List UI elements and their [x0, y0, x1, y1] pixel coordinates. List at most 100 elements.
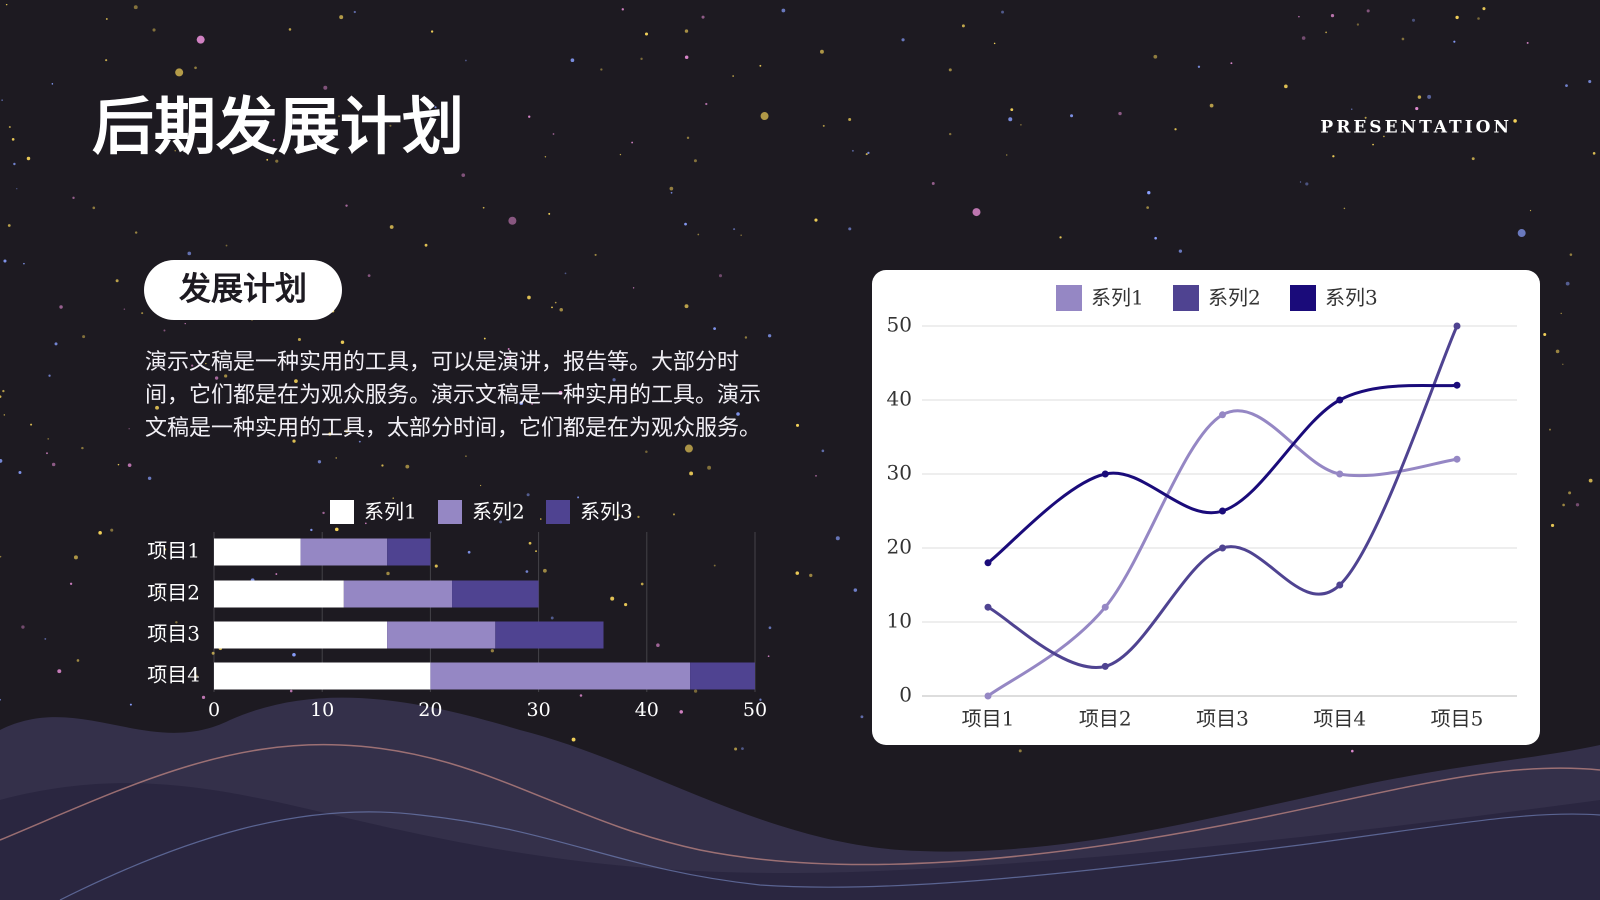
star — [339, 15, 344, 20]
star — [594, 253, 597, 256]
star — [1305, 182, 1309, 186]
star — [1001, 10, 1004, 14]
line-series — [987, 325, 1459, 669]
star — [0, 555, 2, 558]
star — [1330, 13, 1335, 18]
star — [1154, 236, 1157, 240]
star — [1529, 209, 1532, 212]
star — [508, 216, 517, 225]
star — [1006, 154, 1008, 156]
body-text: 演示文稿是一种实用的工具，可以是演讲，报告等。大部分时间，它们都是在为观众服务。… — [145, 350, 762, 441]
bar — [214, 662, 431, 690]
star — [759, 64, 762, 67]
star — [57, 669, 62, 674]
star — [733, 228, 736, 231]
star — [1562, 503, 1565, 507]
star — [679, 710, 683, 714]
star — [211, 651, 215, 655]
star — [340, 340, 345, 344]
star — [1010, 108, 1014, 112]
star — [767, 655, 770, 658]
point — [1336, 396, 1344, 404]
star — [465, 455, 467, 457]
point — [1219, 507, 1226, 515]
star — [865, 153, 868, 156]
star — [289, 689, 293, 693]
star — [1364, 116, 1367, 119]
y-tick-label: 50 — [887, 313, 912, 337]
star — [656, 643, 660, 647]
star — [781, 8, 786, 13]
star — [245, 386, 248, 389]
star — [173, 117, 176, 119]
star — [640, 57, 643, 61]
bar — [214, 538, 301, 566]
legend-swatch — [546, 500, 570, 524]
star — [134, 231, 138, 234]
star — [554, 301, 557, 304]
star — [820, 49, 824, 54]
star — [1453, 40, 1456, 43]
star — [434, 564, 438, 568]
star — [624, 603, 628, 607]
chart-panel — [872, 270, 1540, 745]
star — [1549, 428, 1551, 431]
star — [8, 125, 11, 129]
star — [2, 389, 5, 393]
star — [175, 621, 178, 624]
legend-swatch — [438, 500, 462, 524]
star — [16, 188, 18, 190]
star — [1471, 157, 1475, 161]
point — [1453, 322, 1461, 330]
star — [294, 379, 298, 383]
star — [718, 274, 723, 278]
star — [693, 159, 697, 163]
star — [559, 308, 563, 312]
star — [931, 182, 935, 185]
star — [1592, 152, 1596, 155]
star — [867, 151, 870, 154]
star — [814, 218, 818, 222]
wave — [0, 783, 1600, 900]
star — [23, 262, 25, 265]
x-tick-label: 30 — [527, 699, 551, 721]
star — [640, 582, 644, 586]
star — [105, 59, 108, 62]
star — [526, 493, 530, 497]
bar — [495, 621, 604, 649]
star — [1350, 108, 1353, 110]
star — [851, 149, 854, 152]
star — [550, 616, 554, 620]
star — [740, 234, 742, 236]
star — [196, 35, 205, 44]
star — [345, 204, 348, 207]
x-tick-label: 20 — [418, 699, 442, 721]
star — [110, 528, 114, 532]
star — [141, 312, 144, 315]
bar — [387, 621, 496, 649]
star — [809, 573, 813, 578]
star — [815, 474, 817, 477]
star — [684, 29, 689, 33]
star — [3, 259, 7, 263]
star — [21, 625, 25, 629]
star — [367, 274, 371, 278]
star — [272, 139, 275, 142]
star — [1401, 37, 1405, 41]
star — [741, 747, 744, 750]
star — [133, 5, 138, 10]
star — [564, 272, 567, 275]
star — [860, 715, 864, 719]
star — [11, 138, 15, 141]
star — [835, 536, 840, 541]
star — [127, 463, 132, 467]
star — [224, 374, 228, 378]
star — [707, 465, 712, 470]
star — [123, 308, 126, 310]
badge-label: 发展计划 — [179, 270, 307, 308]
star — [1209, 103, 1214, 108]
star — [1118, 111, 1122, 116]
point — [1453, 381, 1461, 389]
bar — [452, 580, 539, 608]
star — [147, 476, 152, 481]
